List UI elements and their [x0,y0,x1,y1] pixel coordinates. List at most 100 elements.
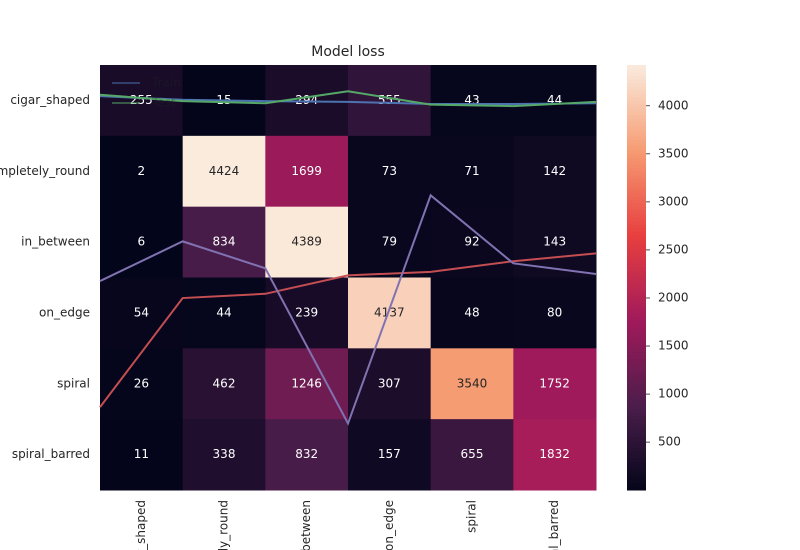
colorbar-segment [627,114,646,119]
colorbar-segment [627,387,646,392]
colorbar-segment [627,171,646,176]
colorbar-segment [627,394,646,399]
legend-label: Test [151,96,176,110]
colorbar-segment [627,348,646,353]
colorbar-segment [627,408,646,413]
colorbar-segment [627,447,646,452]
heatmap-cell [182,206,266,278]
line-series [99,95,597,105]
colorbar-segment [627,178,646,183]
colorbar-segment [627,320,646,325]
cell-label: 1752 [539,376,570,390]
colorbar-segment [627,263,646,268]
colorbar-segment [627,405,646,410]
heatmap-cell [265,277,349,349]
cell-label: 73 [382,164,397,178]
x-tick-label: spiral [465,500,479,533]
colorbar-segment [627,118,646,123]
colorbar-segment [627,461,646,466]
colorbar-segment [627,433,646,438]
colorbar-segment [627,344,646,349]
cell-label: 462 [213,376,236,390]
colorbar-segment [627,475,646,480]
x-tick-label: on_edge [382,500,396,550]
line-series [99,193,597,426]
heatmap-cell [348,206,432,278]
heatmap-cell [265,206,349,278]
heatmap-cell [265,135,349,208]
heatmap-cell [430,277,514,349]
colorbar-segment [627,132,646,137]
colorbar-segment [627,160,646,165]
colorbar-segment [627,256,646,261]
colorbar-segment [627,376,646,381]
colorbar-segment [627,242,646,247]
cell-label: 71 [464,164,479,178]
colorbar-segment [627,298,646,303]
colorbar-segment [627,213,646,218]
cell-label: 54 [134,305,149,319]
cell-label: 44 [216,305,231,319]
cell-label: 3540 [457,376,488,390]
cell-label: 6 [138,235,146,249]
colorbar-segment [627,227,646,232]
heatmap-cell [513,419,597,491]
colorbar-segment [627,295,646,300]
colorbar-segment [627,107,646,112]
colorbar-segment [627,451,646,456]
cell-label: 80 [547,305,562,319]
heatmap-cell [430,419,514,491]
cell-label: 834 [213,235,236,249]
colorbar-segment [627,341,646,346]
colorbar-segment [627,125,646,130]
colorbar-segment [627,334,646,339]
heatmap-cell [182,277,266,349]
colorbar-segment [627,164,646,169]
colorbar-segment [627,355,646,360]
line-series [99,90,597,108]
colorbar-segment [627,65,646,70]
colorbar-segment [627,397,646,402]
colorbar-segment [627,415,646,420]
colorbar-segment [627,458,646,463]
line-series [99,252,597,408]
cell-label: 239 [295,305,318,319]
x-tick-label: spiral_barred [547,500,561,550]
x-tick-label: in_between [299,500,313,550]
colorbar-segment [627,238,646,243]
cell-label: 142 [543,164,566,178]
heatmap-cell [348,135,432,208]
cell-label: 2 [138,164,146,178]
colorbar-segment [627,468,646,473]
cell-label: 1699 [291,164,322,178]
colorbar-segment [627,273,646,278]
colorbar-segment [627,111,646,116]
cell-label: 157 [378,447,401,461]
colorbar-segment [627,362,646,367]
colorbar-segment [627,142,646,147]
colorbar-segment [627,128,646,133]
colorbar-segment [627,419,646,424]
colorbar-segment [627,203,646,208]
heatmap-cell [100,206,184,278]
heatmap-cell [182,419,266,491]
colorbar-tick-label: 1000 [658,387,689,401]
heatmap-cell [348,419,432,491]
colorbar-segment [627,100,646,105]
colorbar-tick-label: 3000 [658,194,689,208]
y-tick-label: in_between [21,235,90,249]
colorbar-segment [627,68,646,73]
cell-label: 832 [295,447,318,461]
colorbar-segment [627,358,646,363]
colorbar-segment [627,412,646,417]
x-tick-label: cigar_shaped [134,500,148,550]
heatmap-cell [100,348,184,420]
y-tick-label: completely_round [0,164,90,178]
colorbar-segment [627,330,646,335]
colorbar-segment [627,224,646,229]
colorbar-segment [627,252,646,257]
heatmap-cell [265,348,349,420]
cell-label: 79 [382,235,397,249]
colorbar-segment [627,316,646,321]
